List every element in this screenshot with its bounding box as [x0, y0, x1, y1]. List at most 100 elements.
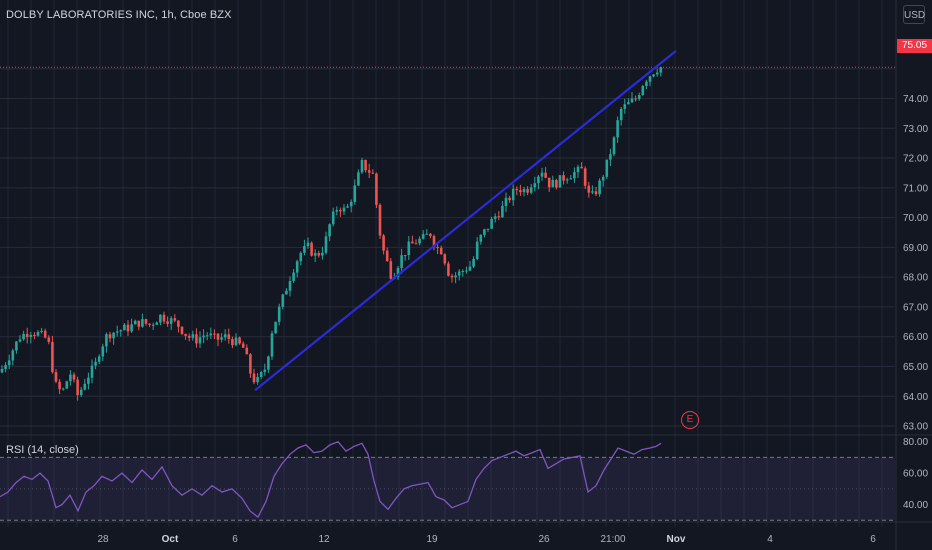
candle-up [465, 270, 468, 272]
candle-up [29, 335, 33, 338]
candle-up [306, 242, 310, 247]
candle-up [130, 324, 133, 332]
candle-up [501, 205, 504, 218]
candle-down [414, 243, 418, 245]
candles-layer [0, 66, 663, 401]
candle-up [403, 255, 407, 257]
candle-up [472, 258, 475, 267]
candle-up [220, 337, 223, 340]
axis-layer: 63.00 64.00 65.00 66.00 67.00 68.00 69.00 70.00… [97, 94, 928, 545]
candle-up [486, 228, 490, 230]
candle-up [342, 207, 346, 212]
rsi-tick-label: 40.00 [903, 500, 928, 511]
candle-up [493, 216, 497, 219]
candle-down [339, 210, 342, 212]
candle-up [479, 234, 483, 242]
y-tick-label: 71.00 [903, 183, 928, 194]
currency-button[interactable]: USD [903, 5, 925, 24]
candle-down [216, 333, 220, 340]
candle-down [526, 189, 529, 193]
candle-down [249, 354, 252, 374]
candle-up [551, 179, 555, 188]
x-tick-label: 6 [232, 534, 238, 545]
candle-up [87, 377, 90, 384]
candle-up [15, 341, 18, 351]
candle-up [281, 294, 285, 307]
candle-down [375, 173, 378, 205]
candle-up [22, 333, 25, 340]
candle-up [504, 197, 508, 206]
candle-up [475, 241, 479, 259]
trendline-layer[interactable] [254, 49, 677, 392]
candle-up [94, 361, 97, 366]
rsi-layer [0, 440, 895, 521]
candle-up [522, 189, 526, 193]
candle-up [540, 172, 544, 177]
candle-up [97, 356, 101, 362]
candle-up [576, 166, 580, 173]
trendline [254, 49, 677, 392]
candle-up [328, 224, 331, 237]
candle-up [4, 365, 7, 369]
candle-up [256, 376, 259, 383]
candle-down [497, 216, 501, 218]
x-tick-label: 28 [97, 534, 109, 545]
candle-up [141, 319, 144, 327]
candle-up [623, 104, 627, 109]
candle-up [101, 346, 105, 357]
candle-up [234, 337, 238, 346]
candle-down [587, 185, 591, 193]
candle-down [364, 159, 367, 171]
candle-up [353, 185, 357, 202]
candle-up [418, 238, 421, 244]
last-price-tag: 75.05 [897, 39, 932, 53]
candle-down [515, 188, 519, 191]
candle-up [637, 95, 641, 100]
candle-down [382, 235, 385, 251]
candle-up [648, 76, 652, 82]
candle-down [411, 241, 414, 244]
earnings-marker-icon[interactable]: E [681, 411, 699, 429]
x-tick-label: 19 [426, 534, 438, 545]
candle-down [508, 197, 511, 201]
y-tick-label: 63.00 [903, 422, 928, 433]
candle-up [461, 270, 465, 272]
candle-down [184, 333, 187, 336]
candle-up [490, 218, 493, 229]
candle-up [324, 236, 328, 253]
candle-up [569, 178, 573, 180]
candle-down [227, 334, 231, 339]
candle-down [108, 334, 112, 339]
candle-up [36, 331, 40, 336]
candle-down [450, 275, 454, 278]
candle-up [349, 201, 353, 207]
x-tick-label: 21:00 [600, 534, 625, 545]
rsi-indicator-label[interactable]: RSI (14, close) [6, 444, 79, 456]
y-tick-label: 68.00 [903, 273, 928, 284]
candle-up [115, 331, 119, 333]
candle-up [425, 233, 429, 235]
candle-down [238, 337, 241, 344]
candle-down [148, 323, 151, 325]
candle-down [519, 190, 522, 193]
candle-down [33, 335, 36, 337]
candle-up [133, 320, 137, 325]
y-tick-label: 72.00 [903, 154, 928, 165]
candle-down [562, 175, 565, 181]
candle-down [43, 330, 47, 338]
candle-up [321, 252, 324, 256]
candle-up [169, 318, 173, 324]
candle-up [270, 333, 274, 357]
candle-up [202, 335, 205, 338]
candle-down [137, 320, 141, 327]
candle-up [119, 330, 123, 332]
x-tick-label: 6 [870, 534, 876, 545]
candle-down [252, 373, 256, 383]
candle-down [213, 333, 216, 335]
candle-up [652, 74, 655, 77]
candle-up [645, 81, 648, 86]
candle-down [385, 250, 389, 262]
candle-up [267, 356, 270, 370]
